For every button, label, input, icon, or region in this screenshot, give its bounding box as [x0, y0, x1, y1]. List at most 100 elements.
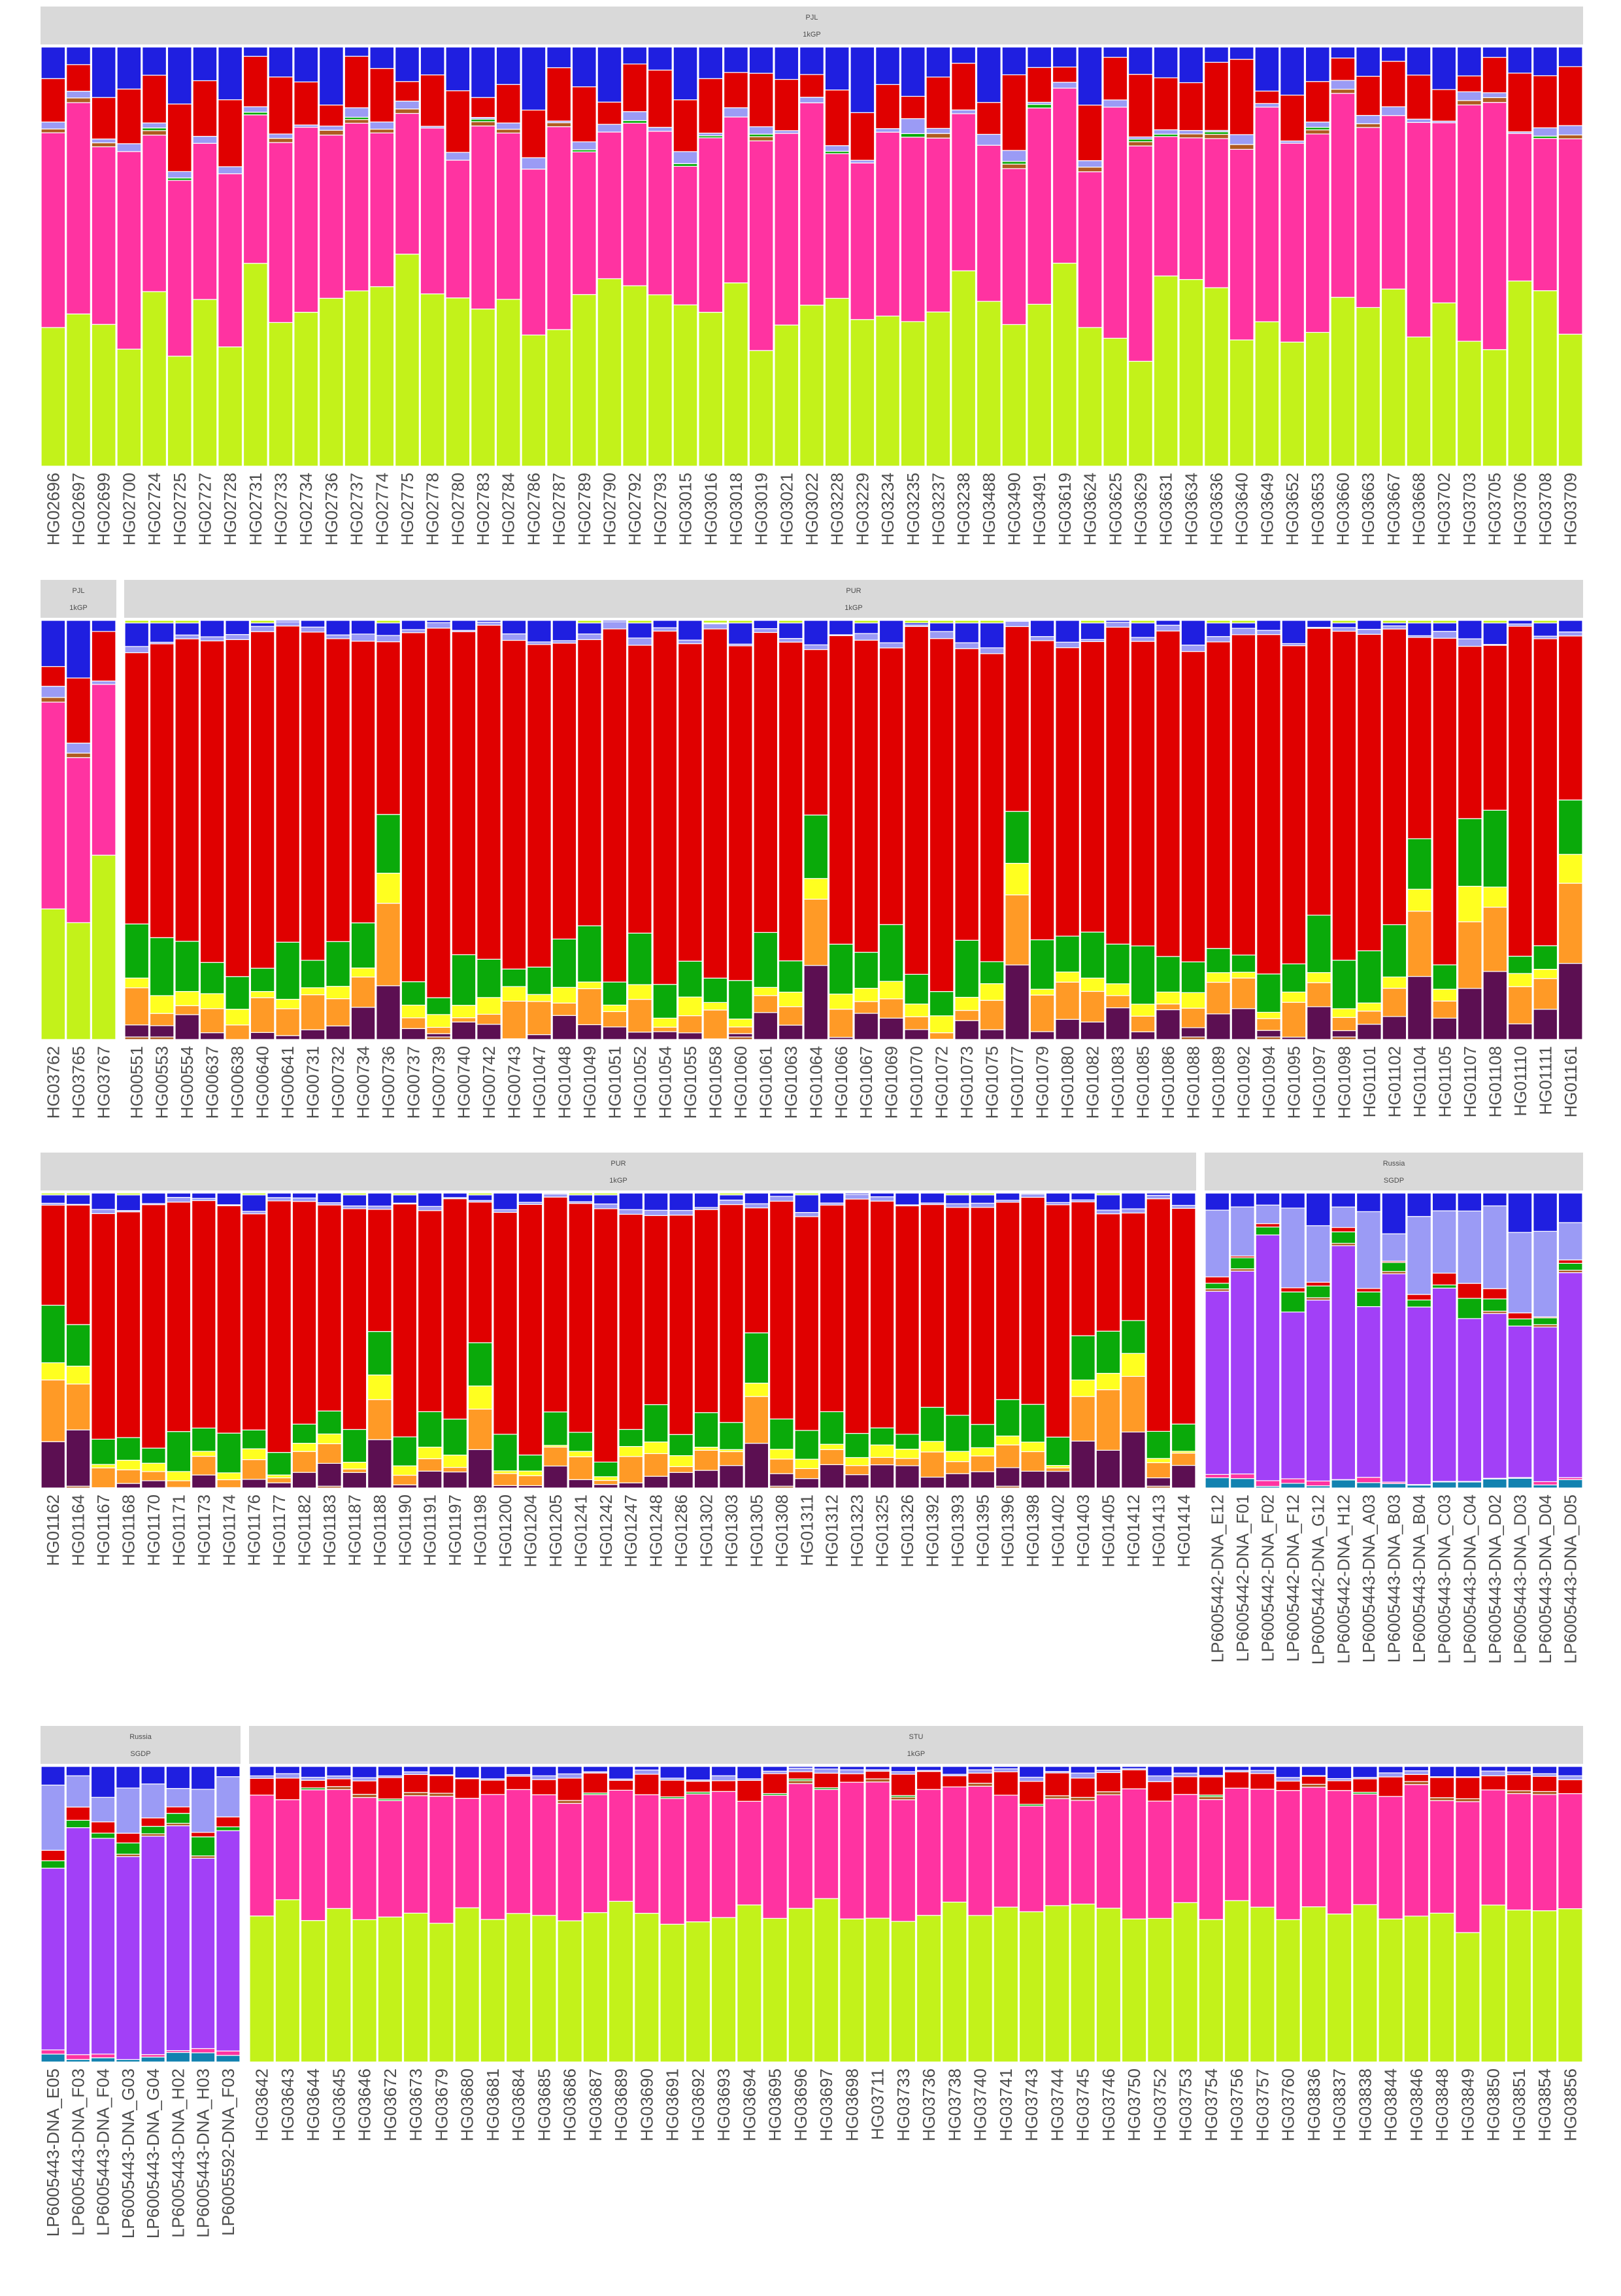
sample-bar	[443, 1193, 467, 1488]
bar-segment-k7	[804, 815, 827, 879]
bar-segment-k5	[929, 632, 953, 639]
sample-bar	[619, 1193, 643, 1488]
bar-segment-k5	[635, 1770, 659, 1774]
bar-segment-k7	[1056, 936, 1079, 972]
bar-segment-k3	[1071, 1778, 1095, 1798]
bar-segment-k1	[1173, 1902, 1197, 2062]
sample-label: HG00743	[504, 1046, 524, 1119]
bar-segment-k12	[1205, 1477, 1229, 1488]
bar-segment-k2	[1508, 133, 1532, 281]
bar-segment-k3	[393, 1204, 416, 1437]
bar-segment-k3	[763, 1774, 787, 1794]
bar-segment-k9	[343, 1462, 366, 1469]
bar-segment-k10	[870, 1465, 894, 1488]
bar-segment-k3	[301, 632, 324, 960]
bar-segment-k3	[800, 75, 824, 97]
bar-segment-k11	[865, 1779, 890, 1782]
bar-segment-k7	[1382, 1262, 1406, 1272]
bar-segment-k1	[1154, 276, 1178, 466]
bar-segment-k5	[125, 647, 148, 653]
bar-segment-k4	[804, 620, 827, 645]
bar-segment-k3	[452, 632, 475, 954]
bar-segment-k10	[443, 1472, 467, 1488]
bar-segment-k9	[1231, 972, 1255, 978]
sample-label: LP6005442-DNA_G12	[1309, 1494, 1328, 1664]
sample-bar	[471, 47, 495, 466]
bar-segment-k4	[920, 1193, 944, 1203]
bar-segment-k5	[712, 1776, 736, 1781]
bar-segment-k4	[1281, 1193, 1305, 1208]
bar-segment-k4	[955, 623, 978, 643]
sample-bar	[926, 47, 950, 466]
bar-segment-k1	[1255, 322, 1279, 466]
bar-segment-k4	[167, 47, 192, 104]
bar-segment-k4	[917, 1766, 941, 1770]
bar-segment-k4	[1257, 620, 1280, 630]
sample-bar	[92, 620, 116, 1039]
bar-segment-k5	[395, 101, 420, 109]
bar-segment-k10	[393, 1485, 416, 1488]
bar-segment-k1	[795, 1193, 818, 1195]
bar-segment-k6	[92, 1838, 115, 2054]
bar-segment-k4	[532, 1766, 556, 1776]
bar-segment-k7	[1458, 819, 1482, 886]
bar-segment-k9	[192, 1451, 216, 1457]
bar-segment-k3	[754, 632, 777, 932]
bar-segment-k3	[217, 1206, 241, 1433]
bar-segment-k5	[401, 630, 425, 633]
bar-segment-k2	[446, 160, 470, 298]
bar-segment-k4	[477, 620, 501, 622]
bar-segment-k1	[635, 1914, 659, 2062]
bar-segment-k8	[678, 1016, 702, 1033]
bar-segment-k1	[749, 350, 773, 466]
bar-segment-k9	[116, 1460, 140, 1470]
bar-segment-k5	[320, 126, 344, 130]
bar-segment-k8	[829, 1009, 853, 1038]
bar-segment-k7	[1483, 810, 1507, 887]
bar-segment-k4	[1379, 1766, 1403, 1773]
bar-segment-k5	[788, 1768, 812, 1772]
bar-segment-k9	[1257, 1012, 1280, 1019]
bar-segment-k8	[946, 1462, 969, 1474]
bar-segment-k3	[1407, 1294, 1431, 1300]
bar-segment-k5	[477, 622, 501, 626]
bar-segment-k2	[943, 1787, 967, 1902]
bar-segment-k5	[1381, 107, 1405, 115]
bar-segment-k4	[1558, 1766, 1582, 1776]
bar-segment-k3	[879, 648, 903, 924]
sample-label: HG01049	[580, 1046, 599, 1119]
bar-segment-k3	[471, 97, 495, 117]
bar-segment-k1	[1103, 338, 1128, 466]
bar-segment-k8	[779, 1007, 803, 1025]
bar-segment-k8	[217, 1479, 241, 1487]
bar-segment-k4	[609, 1766, 633, 1779]
bar-segment-k3	[1433, 638, 1456, 965]
bar-segment-k1	[294, 312, 318, 466]
bar-segment-k7	[1256, 1227, 1280, 1235]
sample-bar	[1328, 1766, 1352, 2062]
sample-bar	[67, 47, 91, 466]
bar-segment-k9	[468, 1386, 492, 1409]
bar-segment-k1	[1122, 1919, 1146, 2062]
sample-label: HG03022	[802, 473, 822, 545]
bar-segment-k3	[343, 1209, 366, 1430]
bar-segment-k4	[724, 47, 748, 73]
bar-segment-k7	[166, 1814, 190, 1823]
sample-label: HG00742	[479, 1046, 499, 1119]
bar-segment-k9	[644, 1442, 667, 1454]
sample-label: LP6005442-DNA_H12	[1333, 1494, 1353, 1664]
bar-segment-k9	[619, 1447, 643, 1457]
bar-segment-k5	[276, 622, 299, 626]
sample-bar	[635, 1766, 659, 2062]
bar-segment-k3	[1509, 626, 1532, 956]
bar-segment-k7	[175, 941, 199, 992]
bar-segment-k5	[166, 1789, 190, 1807]
sample-bar	[1276, 1766, 1300, 2062]
sample-bar	[150, 620, 173, 1039]
bar-segment-k2	[1148, 1801, 1172, 1918]
bar-segment-k3	[41, 78, 65, 122]
sample-bar	[1257, 620, 1280, 1039]
bar-segment-k11	[1078, 167, 1102, 172]
bar-segment-k9	[1131, 1004, 1154, 1016]
bar-segment-k3	[724, 73, 748, 108]
